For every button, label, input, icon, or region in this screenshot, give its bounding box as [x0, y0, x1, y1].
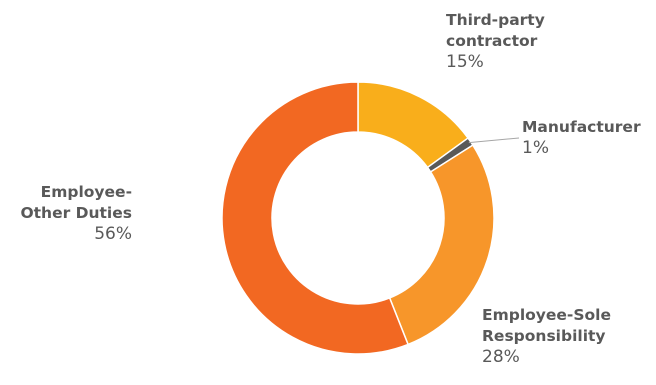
slice-value-label: 56%: [94, 224, 132, 244]
slice-employee-sole-responsibility: [388, 144, 495, 346]
slice-label-manufacturer: Manufacturer 1%: [522, 117, 641, 159]
slice-label-employee-other-duties: Employee- Other Duties 56%: [20, 182, 132, 245]
leader-line-manufacturer: [468, 137, 520, 144]
slice-label-line: Manufacturer: [522, 118, 641, 136]
slice-value-label: 1%: [522, 138, 549, 158]
slice-label-line: Employee-: [40, 183, 132, 201]
slice-label-line: Other Duties: [20, 204, 132, 222]
slice-value-label: 15%: [446, 52, 484, 72]
slice-label-line: Third-party: [446, 11, 545, 29]
slice-label-line: Responsibility: [482, 327, 606, 345]
slice-value-label: 28%: [482, 347, 520, 367]
slice-label-employee-sole-responsibility: Employee-Sole Responsibility 28%: [482, 305, 611, 368]
slice-employee-other-duties: [221, 81, 410, 355]
slice-label-third-party-contractor: Third-party contractor 15%: [446, 10, 545, 73]
slice-label-line: Employee-Sole: [482, 306, 611, 324]
slice-label-line: contractor: [446, 32, 538, 50]
